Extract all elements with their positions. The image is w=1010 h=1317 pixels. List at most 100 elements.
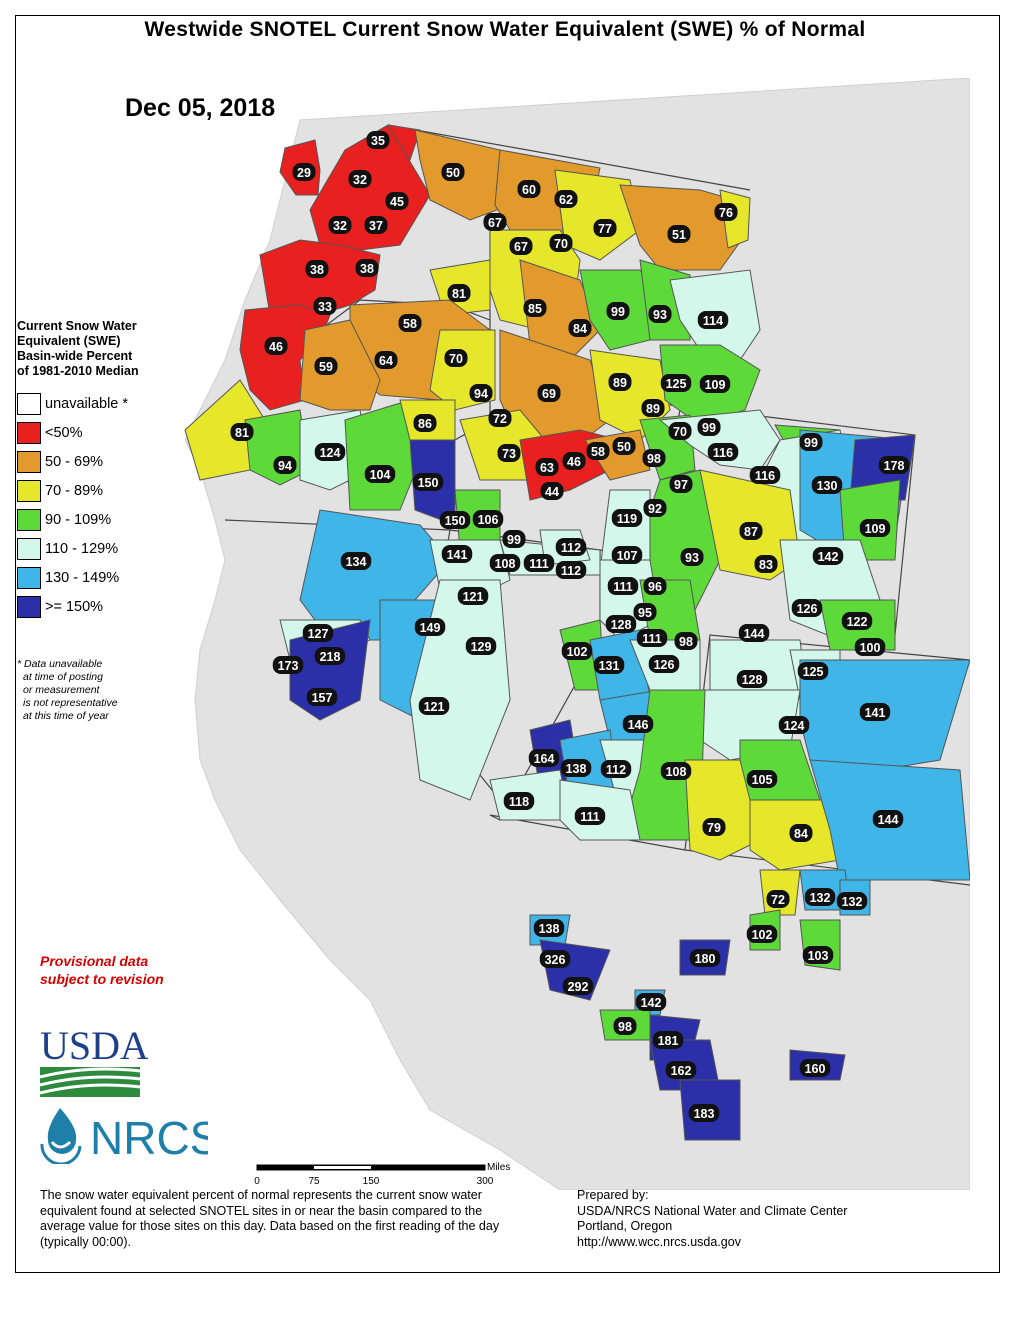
basin-label: 102 (561, 642, 593, 660)
basin-label-background (859, 519, 891, 537)
basin-label: 160 (799, 1059, 831, 1077)
prepared-by: Prepared by: USDA/NRCS National Water an… (577, 1188, 847, 1250)
basin-label-background (412, 473, 444, 491)
basin-value: 181 (658, 1034, 679, 1048)
basin-value: 87 (744, 525, 758, 539)
legend-item-130-149: 130 - 149% (17, 566, 119, 590)
basin-label: 164 (528, 749, 560, 767)
basin-label-background (608, 373, 632, 391)
legend-swatch (17, 509, 41, 531)
basin-label: 114 (697, 311, 729, 329)
basin-label: 33 (313, 297, 337, 315)
basin-value: 142 (818, 550, 839, 564)
basin-label-background (503, 792, 535, 810)
basin-label-background (799, 433, 823, 451)
legend-label: 50 - 69% (45, 454, 104, 470)
basin-value: 98 (679, 635, 693, 649)
basin-label: 81 (447, 284, 471, 302)
basin-label: 138 (533, 919, 565, 937)
basin-label-background (465, 637, 497, 655)
basin-label-background (366, 131, 390, 149)
website-link[interactable]: http://www.wcc.nrcs.usda.gov (577, 1234, 741, 1249)
legend-label: <50% (45, 425, 83, 441)
legend-title-line: Equivalent (SWE) (17, 334, 121, 348)
basin-label-background (697, 311, 729, 329)
basin-label-background (841, 612, 873, 630)
basin-label: 134 (340, 552, 372, 570)
basin-value: 111 (580, 810, 600, 824)
basin-label-background (439, 511, 471, 529)
scale-tick: 75 (308, 1176, 320, 1187)
legend-label: 130 - 149% (45, 570, 120, 586)
basin-label-background (568, 319, 592, 337)
basin-value: 99 (611, 305, 625, 319)
legend-label: >= 150% (45, 599, 104, 615)
basin-label-background (488, 409, 512, 427)
basin-label: 180 (689, 949, 721, 967)
basin-label: 141 (441, 545, 473, 563)
basin-label: 92 (643, 499, 667, 517)
basin-label: 98 (674, 632, 698, 650)
basin-value: 96 (648, 580, 662, 594)
basin-label-background (472, 510, 504, 528)
basin-label: 106 (472, 510, 504, 528)
basin-label-background (230, 423, 254, 441)
basin-label: 50 (441, 163, 465, 181)
basin-label: 129 (465, 637, 497, 655)
nrcs-logo-text: NRCS (90, 1112, 208, 1164)
basin-value: 70 (554, 237, 568, 251)
basin-label: 142 (812, 547, 844, 565)
basin-value: 108 (666, 765, 687, 779)
basin-label: 121 (457, 587, 489, 605)
basin-label: 70 (549, 234, 573, 252)
legend-item-70-89: 70 - 89% (17, 479, 103, 503)
basin-label-background (660, 762, 692, 780)
basin-label: 44 (540, 482, 564, 500)
basin-label-background (555, 561, 587, 579)
basin-label-background (648, 655, 680, 673)
basin-value: 77 (598, 222, 612, 236)
basin-value: 72 (493, 412, 507, 426)
nrcs-logo: NRCS (40, 1108, 208, 1164)
basin-label: 105 (746, 770, 778, 788)
basin-value: 121 (424, 700, 445, 714)
basin-label: 89 (641, 399, 665, 417)
basin-value: 178 (884, 459, 905, 473)
basin-value: 76 (719, 206, 733, 220)
basin-label: 144 (738, 624, 770, 642)
basin-value: 89 (613, 376, 627, 390)
basin-label-background (766, 890, 790, 908)
basin-label: 107 (611, 546, 643, 564)
basin-label: 100 (854, 638, 886, 656)
basin-value: 116 (755, 469, 775, 483)
basin-label-background (364, 216, 388, 234)
basin-label: 58 (586, 442, 610, 460)
basin-label-background (872, 810, 904, 828)
provisional-line: Provisional data (40, 953, 149, 969)
basin-value: 125 (803, 665, 824, 679)
basin-value: 116 (713, 446, 733, 460)
basin-value: 180 (695, 952, 716, 966)
basin-value: 126 (797, 602, 818, 616)
scale-tick: 150 (363, 1176, 380, 1187)
basin-value: 67 (488, 216, 502, 230)
basin-label: 81 (230, 423, 254, 441)
basin-label: 87 (739, 522, 763, 540)
footnote: The snow water equivalent percent of nor… (40, 1188, 500, 1249)
basin-label-background (418, 697, 450, 715)
basin-label-background (607, 577, 639, 595)
basin-label: 111 (636, 629, 668, 647)
basin-polygon (299, 319, 381, 411)
basin-label: 85 (523, 299, 547, 317)
basin-label-background (355, 259, 379, 277)
basin-label: 149 (414, 618, 446, 636)
basin-label: 173 (272, 656, 304, 674)
basin-value: 81 (452, 287, 466, 301)
basin-label: 98 (642, 449, 666, 467)
basin-value: 108 (495, 557, 516, 571)
basin-label-background (746, 925, 778, 943)
basin-label: 116 (749, 466, 781, 484)
basin-label: 112 (600, 760, 632, 778)
basin-label-background (374, 351, 398, 369)
basin-value: 128 (742, 673, 763, 687)
